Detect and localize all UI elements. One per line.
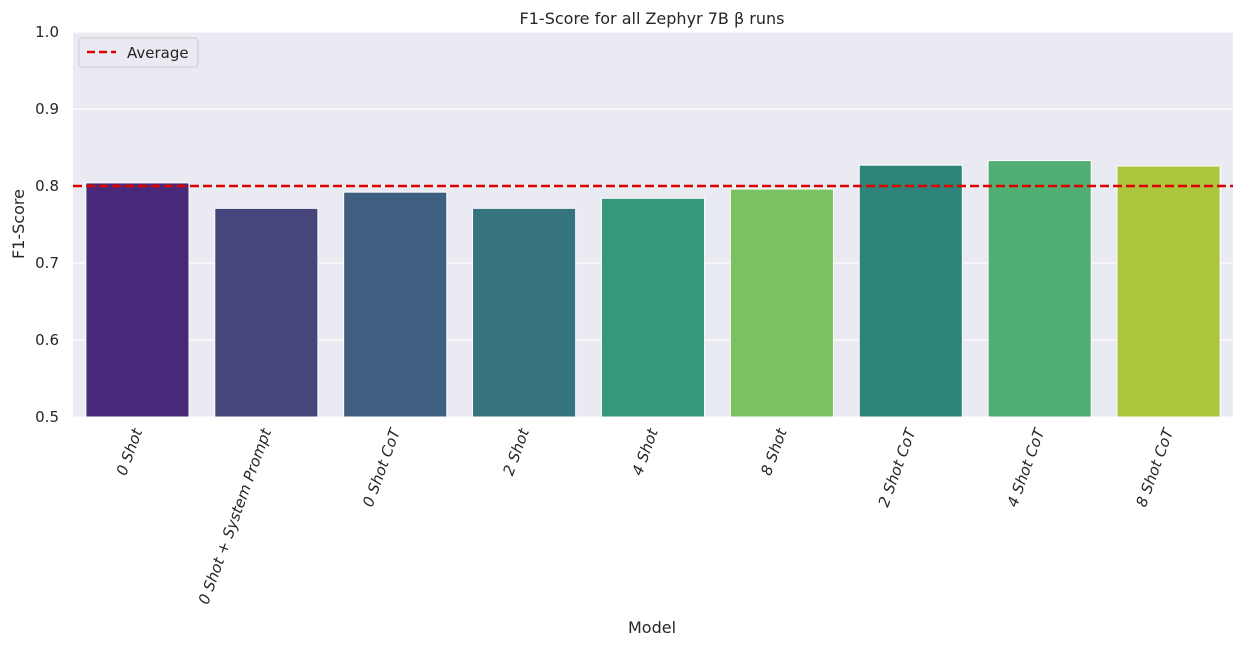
bar <box>1116 165 1221 418</box>
legend-average-label: Average <box>127 44 189 62</box>
y-tick-label: 0.8 <box>35 177 59 195</box>
x-tick-label: 4 Shot <box>628 425 662 478</box>
legend: Average <box>78 37 199 68</box>
y-tick-label: 0.9 <box>35 100 59 118</box>
bars <box>85 160 1221 418</box>
x-tick-label: 0 Shot + System Prompt <box>195 425 276 607</box>
x-tick-label: 0 Shot CoT <box>359 424 405 509</box>
bar <box>85 182 190 418</box>
bar <box>343 191 448 418</box>
bar <box>214 207 319 418</box>
bar <box>729 188 834 418</box>
bar <box>472 207 577 418</box>
legend-box <box>78 37 199 68</box>
x-tick-label: 2 Shot CoT <box>875 424 921 509</box>
x-axis-label: Model <box>628 618 676 637</box>
x-tick-label: 8 Shot <box>757 425 791 478</box>
y-tick-label: 0.7 <box>35 254 59 272</box>
x-axis-ticks: 0 Shot 0 Shot + System Prompt 0 Shot CoT 2 … <box>113 424 1178 606</box>
bar <box>858 164 963 418</box>
bar <box>987 160 1092 418</box>
x-tick-label: 0 Shot <box>113 425 147 478</box>
y-tick-label: 0.6 <box>35 331 59 349</box>
x-tick-label: 2 Shot <box>499 425 533 478</box>
x-tick-label: 8 Shot CoT <box>1132 424 1178 509</box>
y-tick-label: 0.5 <box>35 408 59 426</box>
x-tick-label: 4 Shot CoT <box>1003 424 1049 509</box>
chart-title: F1-Score for all Zephyr 7B β runs <box>520 9 785 28</box>
y-axis-ticks: 0.5 0.6 0.7 0.8 0.9 1.0 <box>35 23 59 426</box>
y-tick-label: 1.0 <box>35 23 59 41</box>
y-axis-label: F1-Score <box>9 189 28 259</box>
bar <box>600 197 706 418</box>
